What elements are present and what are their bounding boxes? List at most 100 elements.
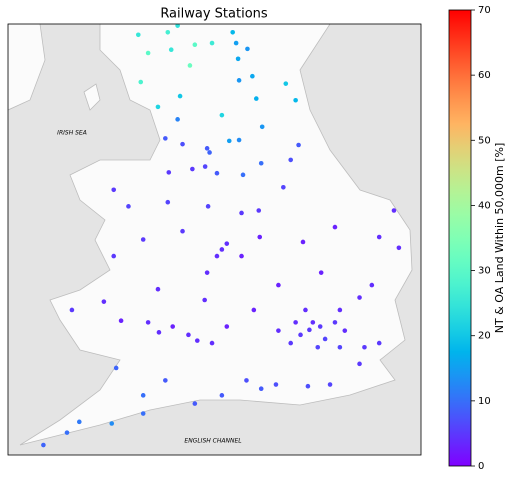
station (135, 32, 141, 38)
station (190, 166, 195, 172)
station (276, 328, 281, 333)
station (250, 73, 255, 79)
station (202, 164, 208, 169)
station (283, 81, 289, 86)
station (298, 332, 303, 338)
station (140, 393, 146, 398)
station (357, 295, 362, 300)
station (293, 320, 298, 325)
station (168, 47, 174, 52)
station (113, 365, 119, 371)
colorbar (448, 9, 472, 467)
station (256, 208, 262, 213)
station (253, 96, 259, 101)
station (140, 411, 146, 416)
station (230, 29, 235, 35)
station (205, 204, 211, 209)
island (83, 83, 101, 111)
station (224, 324, 230, 329)
colorbar-tick-label: 0 (478, 461, 484, 472)
station (362, 344, 367, 350)
colorbar-label: NT & OA Land Within 50,000m [%] (493, 143, 506, 334)
map-frame (7, 23, 422, 456)
station (307, 327, 312, 333)
station (303, 307, 308, 313)
ireland (8, 24, 46, 111)
station (214, 170, 220, 176)
points (41, 24, 402, 448)
station (322, 336, 328, 342)
basemap: IRISH SEA ENGLISH CHANNEL (8, 24, 421, 455)
station (41, 442, 46, 448)
station (310, 320, 316, 325)
station (258, 386, 264, 391)
station (186, 332, 191, 338)
station (315, 344, 321, 350)
station (357, 361, 362, 367)
station (240, 172, 246, 178)
station (170, 324, 176, 329)
station (166, 170, 172, 175)
station (239, 253, 244, 259)
station (281, 184, 286, 190)
station (226, 138, 232, 144)
station (118, 318, 124, 324)
station (156, 330, 162, 335)
station (273, 382, 279, 387)
station (219, 112, 225, 118)
colorbar-tick-label: 10 (478, 396, 491, 407)
station (239, 210, 244, 216)
station (245, 46, 250, 52)
station (235, 56, 241, 62)
station (111, 187, 117, 193)
station (233, 40, 239, 46)
station (276, 282, 281, 288)
station (163, 378, 168, 383)
station (332, 320, 338, 325)
station (138, 79, 144, 85)
station (165, 199, 171, 205)
station (111, 253, 117, 259)
chart-title: Railway Stations (160, 7, 268, 22)
station (219, 393, 225, 398)
station (202, 297, 207, 303)
colorbar-tick-label: 30 (478, 266, 491, 277)
station (101, 299, 107, 304)
station (288, 157, 294, 163)
colorbar-ticks: 0 10 20 30 40 50 60 70 (471, 5, 491, 472)
colorbar-tick-label: 60 (478, 70, 491, 81)
colorbar-tick-label: 50 (478, 135, 491, 146)
station (204, 146, 210, 151)
station (337, 307, 343, 313)
station (192, 42, 198, 48)
station (236, 78, 242, 83)
station (391, 208, 397, 213)
station (180, 141, 185, 147)
station (180, 228, 185, 234)
station (207, 150, 212, 155)
colorbar-tick-label: 70 (478, 5, 491, 16)
station (296, 142, 301, 148)
station (342, 328, 348, 333)
station (192, 401, 198, 406)
station (194, 338, 200, 343)
station (126, 204, 131, 209)
station (175, 24, 180, 28)
map-label: ENGLISH CHANNEL (184, 438, 241, 445)
station (327, 382, 333, 387)
land (19, 24, 413, 446)
station (214, 253, 220, 259)
station (76, 419, 82, 425)
station (236, 137, 242, 143)
station (293, 97, 298, 103)
station (317, 324, 323, 329)
station (69, 307, 75, 313)
station (257, 234, 263, 240)
station (145, 50, 151, 56)
map-label: IRISH SEA (57, 130, 87, 137)
station (155, 286, 161, 292)
station (376, 234, 382, 240)
station (140, 237, 146, 242)
station (376, 340, 382, 346)
